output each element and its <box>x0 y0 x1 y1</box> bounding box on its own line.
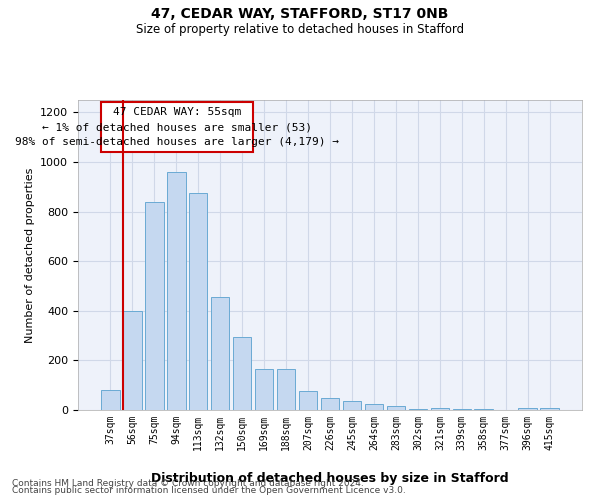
Bar <box>123 311 142 410</box>
Bar <box>299 392 317 410</box>
Y-axis label: Number of detached properties: Number of detached properties <box>25 168 35 342</box>
Text: 47, CEDAR WAY, STAFFORD, ST17 0NB: 47, CEDAR WAY, STAFFORD, ST17 0NB <box>151 8 449 22</box>
Bar <box>541 408 559 410</box>
Bar <box>475 409 493 410</box>
Bar <box>145 202 164 410</box>
Text: Distribution of detached houses by size in Stafford: Distribution of detached houses by size … <box>151 472 509 485</box>
Text: Contains HM Land Registry data © Crown copyright and database right 2024.: Contains HM Land Registry data © Crown c… <box>12 478 364 488</box>
Bar <box>409 409 427 410</box>
Bar <box>233 337 251 410</box>
Bar <box>189 193 208 410</box>
Bar <box>255 369 274 410</box>
Text: 47 CEDAR WAY: 55sqm
← 1% of detached houses are smaller (53)
98% of semi-detache: 47 CEDAR WAY: 55sqm ← 1% of detached hou… <box>15 108 339 147</box>
Bar <box>452 409 471 410</box>
Bar <box>365 404 383 410</box>
Bar <box>343 402 361 410</box>
FancyBboxPatch shape <box>101 102 253 152</box>
Bar <box>386 406 405 410</box>
Bar <box>211 297 229 410</box>
Bar <box>518 408 537 410</box>
Bar <box>277 369 295 410</box>
Bar <box>431 408 449 410</box>
Bar <box>320 398 340 410</box>
Text: Contains public sector information licensed under the Open Government Licence v3: Contains public sector information licen… <box>12 486 406 495</box>
Bar <box>167 172 185 410</box>
Bar <box>101 390 119 410</box>
Text: Size of property relative to detached houses in Stafford: Size of property relative to detached ho… <box>136 22 464 36</box>
